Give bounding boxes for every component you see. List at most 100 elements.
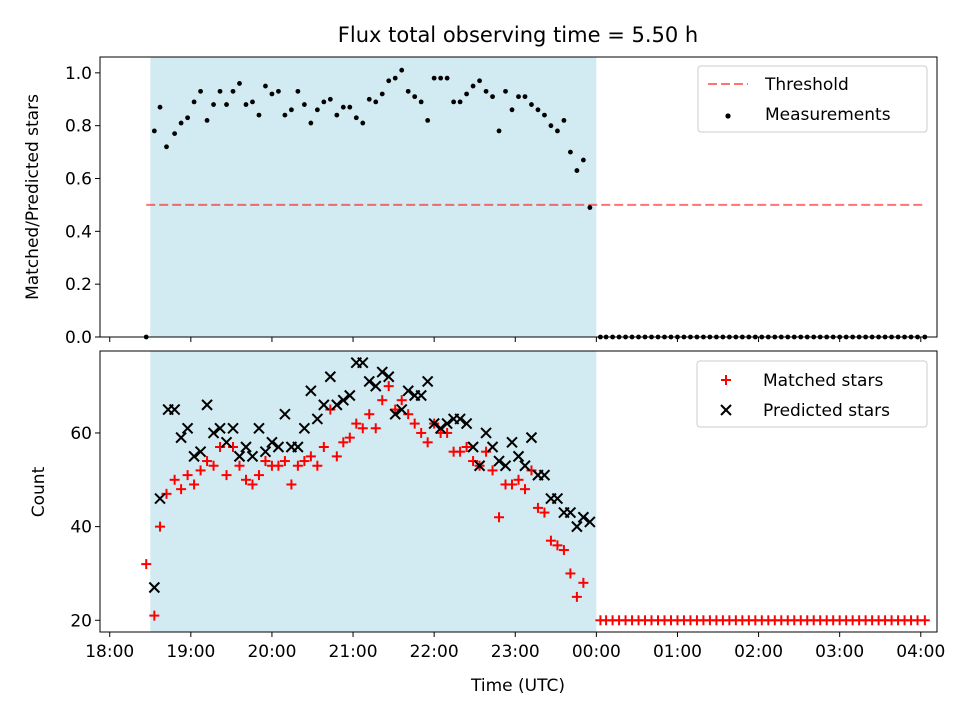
- predicted-star-point: [357, 357, 369, 369]
- predicted-star-point: [311, 413, 324, 425]
- measurement-point: [366, 96, 372, 102]
- measurement-point: [178, 120, 184, 126]
- measurement-point: [503, 88, 508, 94]
- measurements-legend-label: Measurements: [765, 105, 891, 125]
- threshold-legend-label: Threshold: [764, 75, 849, 95]
- predicted-star-point-b: [383, 371, 395, 383]
- measurement-point: [289, 107, 294, 113]
- top-y-tick-label: 0.6: [65, 170, 92, 190]
- predicted-star-point: [480, 427, 492, 439]
- top-y-axis-label: Matched/Predicted stars: [23, 94, 43, 300]
- matched-star-point: [253, 470, 264, 481]
- predicted-star-point-b: [370, 380, 382, 392]
- predicted-star-point: [506, 436, 518, 449]
- matched-star-point: [240, 474, 251, 485]
- top-y-tick-label: 0.0: [65, 328, 92, 348]
- x-axis-label: Time (UTC): [470, 676, 565, 696]
- measurement-point: [353, 115, 359, 121]
- measurement-point: [308, 120, 314, 126]
- measurement-point: [230, 88, 236, 94]
- predicted-star-point-b: [344, 389, 356, 402]
- measurement-point: [444, 75, 450, 81]
- measurement-point: [347, 104, 353, 110]
- measurement-point: [418, 99, 424, 105]
- matched-star-point: [161, 488, 172, 499]
- predicted-star-point-b: [324, 371, 337, 383]
- matched-star-point: [364, 409, 375, 420]
- predicted-star-point: [564, 506, 577, 519]
- predicted-star-point: [473, 460, 486, 472]
- predicted-star-point: [246, 450, 259, 463]
- bottom-legend-box: [696, 360, 928, 428]
- matched-star-point: [565, 568, 576, 579]
- predicted-star-point: [154, 492, 166, 505]
- predicted-star-point: [512, 450, 525, 463]
- matched-star-point: [182, 470, 193, 481]
- matched-star-point: [176, 484, 187, 495]
- predicted-star-point-b: [181, 422, 194, 434]
- measurement-point: [561, 117, 567, 123]
- matched-star-point: [545, 535, 556, 546]
- predicted-star-point: [577, 511, 590, 523]
- predicted-star-point-b: [175, 431, 187, 444]
- top-axes-frame: [99, 56, 938, 338]
- predicted-star-point-b: [402, 385, 414, 397]
- predicted-star-point: [363, 375, 375, 388]
- predicted-star-point: [421, 375, 434, 388]
- matched-star-point: [539, 507, 550, 518]
- predicted-star-point: [402, 385, 414, 397]
- predicted-star-point: [266, 436, 278, 449]
- measurement-point: [516, 94, 521, 100]
- measurement-point: [483, 88, 489, 94]
- predicted-star-point: [298, 422, 311, 434]
- predicted-star-point-b: [194, 445, 207, 458]
- bottom-axes-frame: [99, 350, 938, 633]
- bottom-y-tick-label: 40: [70, 518, 92, 538]
- matched-star-point: [455, 446, 466, 457]
- matched-star-point: [571, 591, 582, 602]
- predicted-star-point: [292, 441, 304, 453]
- measurement-point: [457, 99, 463, 105]
- predicted-star-point: [188, 450, 200, 463]
- measurement-point: [321, 99, 327, 105]
- matched-star-point: [422, 437, 433, 448]
- measurement-point: [470, 83, 476, 89]
- predicted-star-point-b: [240, 441, 252, 453]
- measurement-point: [399, 67, 405, 73]
- measurement-point: [529, 102, 534, 107]
- predicted-star-point-b: [266, 436, 278, 449]
- predicted-star-point: [207, 427, 220, 439]
- measurement-point: [204, 117, 210, 123]
- measurement-point: [568, 149, 573, 155]
- predicted-star-point-b: [415, 389, 427, 402]
- matched-star-point: [221, 470, 232, 481]
- x-tick-label: 22:00: [410, 642, 459, 662]
- predicted-star-point-b: [519, 460, 531, 472]
- measurement-point: [425, 117, 431, 123]
- predicted-star-point-b: [311, 413, 324, 425]
- matched-star-point: [357, 423, 368, 434]
- predicted-star-point-b: [246, 450, 259, 463]
- matched-star-point: [558, 545, 569, 556]
- predicted-star-point: [454, 413, 466, 425]
- measurement-point: [269, 91, 275, 97]
- matched-star-point: [318, 442, 329, 453]
- measurement-point: [157, 104, 163, 110]
- matched-star-point: [370, 423, 381, 434]
- measurement-point: [295, 88, 301, 94]
- predicted-star-point: [486, 441, 499, 453]
- bottom-panel: 20 40 60 18:00 19:00 20:00 21:00 22:00 23:00 00:0…: [70, 350, 945, 662]
- predicted-star-point-b: [396, 403, 408, 416]
- matched-star-point: [312, 460, 323, 471]
- measurement-point: [477, 78, 482, 84]
- matched-star-point: [578, 577, 589, 588]
- measurement-point: [211, 102, 216, 107]
- x-tick-label: 19:00: [166, 642, 215, 662]
- predicted-star-point: [240, 441, 252, 453]
- matched-star-point: [338, 437, 349, 448]
- chart-title: Flux total observing time = 5.50 h: [338, 23, 698, 47]
- predicted-star-point: [428, 417, 440, 430]
- predicted-star-point: [233, 450, 246, 463]
- predicted-star-point: [551, 492, 564, 505]
